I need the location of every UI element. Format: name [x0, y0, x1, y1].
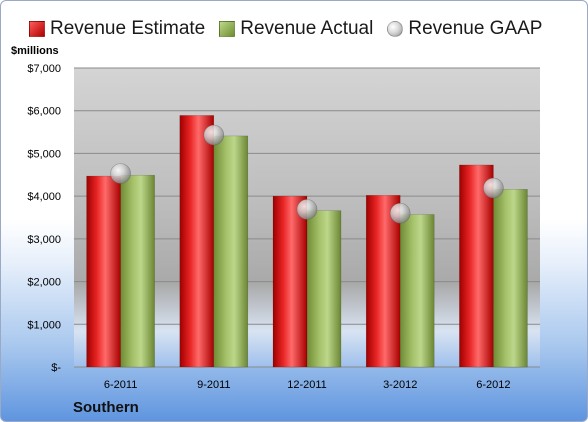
bar-actual [493, 189, 528, 368]
legend-item-actual: Revenue Actual [219, 18, 373, 40]
bar-estimate [179, 115, 215, 368]
bars [86, 115, 528, 368]
y-axis-units-label: $millions [11, 45, 59, 57]
legend-label-gaap: Revenue GAAP [408, 18, 543, 39]
y-tick-label: $5,000 [27, 148, 61, 160]
y-tick-label: $1,000 [27, 319, 61, 331]
x-tick-label: 9-2011 [197, 379, 230, 391]
y-tick-label: $7,000 [27, 63, 61, 75]
y-tick-label: $2,000 [27, 277, 61, 289]
y-tick-label: $4,000 [27, 191, 61, 203]
legend-swatch-estimate [29, 21, 45, 37]
bar-actual [213, 135, 249, 368]
point-gaap [296, 199, 318, 220]
chart-legend: Revenue Estimate Revenue Actual Revenue … [29, 16, 542, 42]
bar-actual [399, 214, 435, 368]
bar-estimate [86, 175, 121, 368]
point-gaap [110, 163, 131, 184]
legend-swatch-gaap [387, 21, 404, 37]
bar-estimate [272, 195, 308, 368]
bar-estimate [459, 164, 494, 368]
x-tick-label: 3-2012 [383, 379, 417, 391]
point-gaap [483, 177, 504, 199]
y-axis: $- $1,000 $2,000 $3,000 $4,000 $5,000 $6,000 $7… [27, 63, 61, 374]
x-tick-label: 6-2011 [104, 379, 137, 391]
legend-label-actual: Revenue Actual [240, 18, 374, 39]
legend-item-estimate: Revenue Estimate [29, 18, 205, 40]
y-tick-label: $- [51, 362, 61, 374]
legend-label-estimate: Revenue Estimate [50, 18, 206, 39]
company-name: Southern [73, 399, 139, 416]
x-axis: 6-2011 9-2011 12-2011 3-2012 6-2012 [104, 379, 511, 391]
y-tick-label: $6,000 [27, 106, 61, 118]
legend-item-gaap: Revenue GAAP [387, 18, 542, 40]
bar-actual [120, 174, 155, 368]
gaap-points [110, 124, 504, 224]
point-gaap [203, 124, 225, 146]
legend-swatch-actual [219, 21, 236, 37]
x-tick-label: 12-2011 [287, 379, 327, 391]
y-tick-label: $3,000 [27, 234, 61, 246]
point-gaap [389, 202, 411, 224]
bar-actual [306, 210, 342, 368]
x-tick-label: 6-2012 [476, 379, 510, 391]
